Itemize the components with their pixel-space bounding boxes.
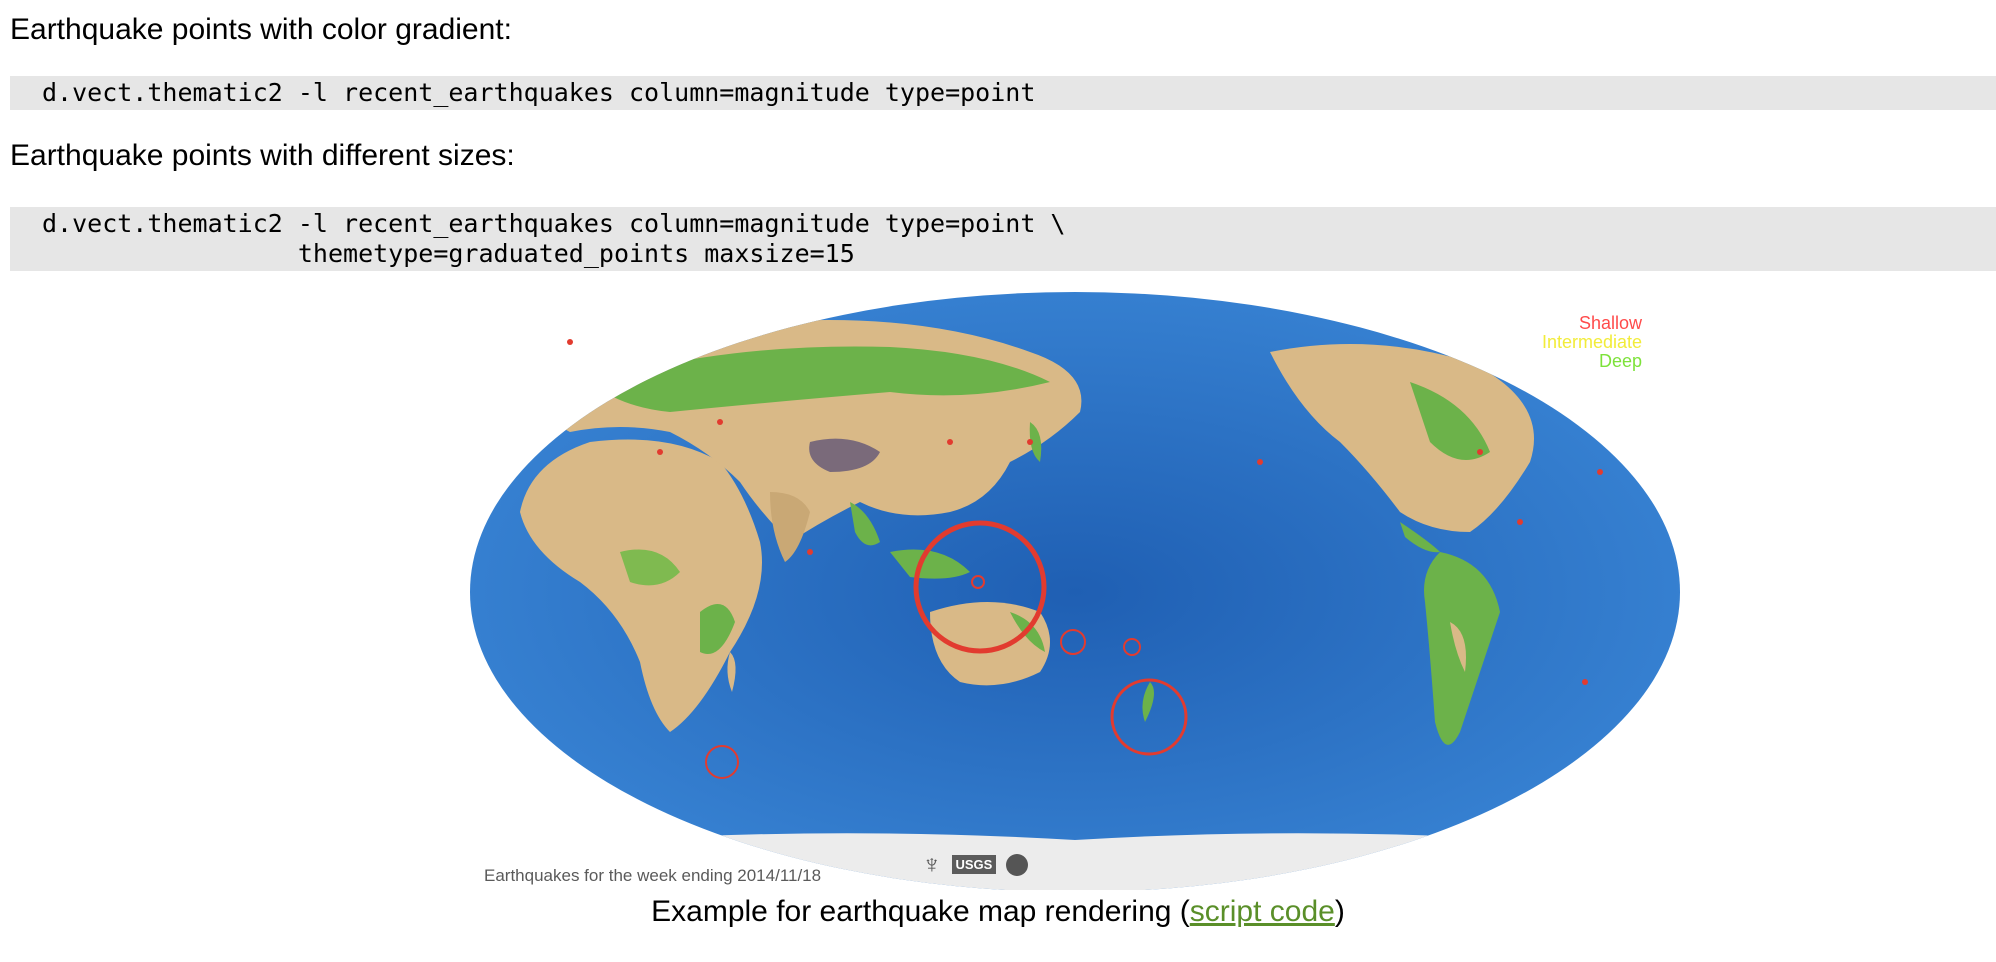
legend-shallow: Shallow [1578, 313, 1642, 333]
legend-deep: Deep [1598, 351, 1642, 371]
earthquake-dot [1582, 679, 1588, 685]
earthquake-dot [1517, 519, 1523, 525]
code-block-color-gradient: d.vect.thematic2 -l recent_earthquakes c… [10, 76, 1996, 110]
earthquake-dot [567, 339, 573, 345]
earthquake-dot [1257, 459, 1263, 465]
caption-close: ) [1334, 895, 1345, 928]
earthquake-dot [1477, 449, 1483, 455]
earthquake-marker [705, 745, 739, 779]
earthquake-marker [1060, 629, 1086, 655]
caption-text: Example for earthquake map rendering ( [651, 895, 1190, 928]
section-heading-different-sizes: Earthquake points with different sizes: [10, 139, 515, 172]
north-america [1270, 344, 1534, 532]
depth-legend: Shallow Intermediate Deep [1542, 314, 1642, 371]
code-block-different-sizes: d.vect.thematic2 -l recent_earthquakes c… [10, 207, 1996, 271]
earthquake-markers [567, 339, 1603, 779]
agency-logos: ♆ USGS [922, 849, 1029, 880]
earthquake-marker [913, 520, 1047, 654]
earthquake-dot [657, 449, 663, 455]
plant-logo-icon: ♆ [922, 849, 942, 879]
earthquake-dot [717, 419, 723, 425]
figure-caption: Example for earthquake map rendering (sc… [0, 892, 1996, 932]
earthquake-marker [1110, 678, 1188, 756]
script-code-link[interactable]: script code [1189, 895, 1335, 928]
earthquake-marker [1123, 638, 1141, 656]
usgs-logo: USGS [951, 855, 997, 874]
noaa-logo-icon [1006, 853, 1029, 876]
earthquake-dot [807, 549, 813, 555]
map-date-caption: Earthquakes for the week ending 2014/11/… [484, 866, 822, 885]
earthquake-dot [1027, 439, 1033, 445]
earthquake-world-map [470, 292, 1680, 890]
africa [520, 439, 762, 732]
india [770, 492, 810, 562]
earthquake-map-figure: Shallow Intermediate Deep ♆ USGS Earthqu… [470, 292, 1680, 890]
arctic-ice [1400, 292, 1510, 347]
section-heading-color-gradient: Earthquake points with color gradient: [10, 13, 512, 46]
legend-intermediate: Intermediate [1541, 332, 1642, 352]
earthquake-dot [1597, 469, 1603, 475]
earthquake-marker [971, 575, 985, 589]
tibet [809, 438, 880, 472]
earthquake-dot [947, 439, 953, 445]
